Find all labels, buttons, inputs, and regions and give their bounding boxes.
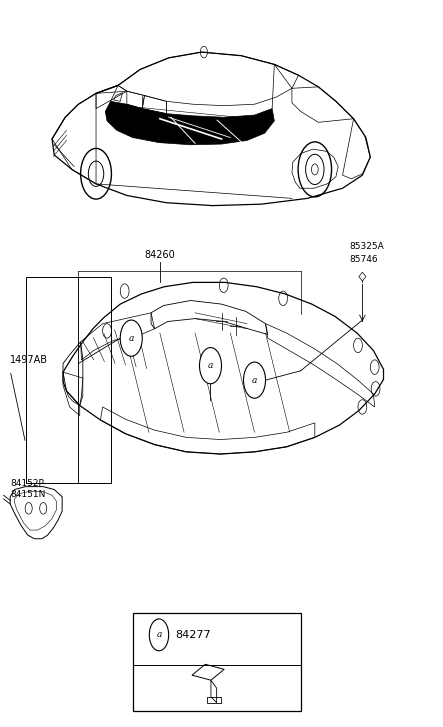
Text: 84260: 84260: [144, 250, 175, 260]
Text: 84151N: 84151N: [10, 490, 46, 499]
Text: a: a: [156, 630, 162, 639]
Text: 84152P: 84152P: [10, 479, 44, 488]
Circle shape: [199, 348, 222, 384]
Text: 84277: 84277: [175, 630, 211, 640]
Polygon shape: [105, 101, 274, 145]
Bar: [26, 276, 112, 483]
Text: 85746: 85746: [349, 254, 378, 264]
Circle shape: [244, 362, 265, 398]
Text: a: a: [252, 376, 257, 385]
Polygon shape: [359, 272, 366, 281]
Bar: [133, 614, 301, 711]
Circle shape: [149, 619, 169, 651]
Circle shape: [120, 320, 142, 356]
Text: 85325A: 85325A: [349, 242, 384, 252]
Text: a: a: [208, 361, 213, 370]
Text: 1497AB: 1497AB: [10, 355, 48, 365]
Text: a: a: [128, 334, 134, 342]
